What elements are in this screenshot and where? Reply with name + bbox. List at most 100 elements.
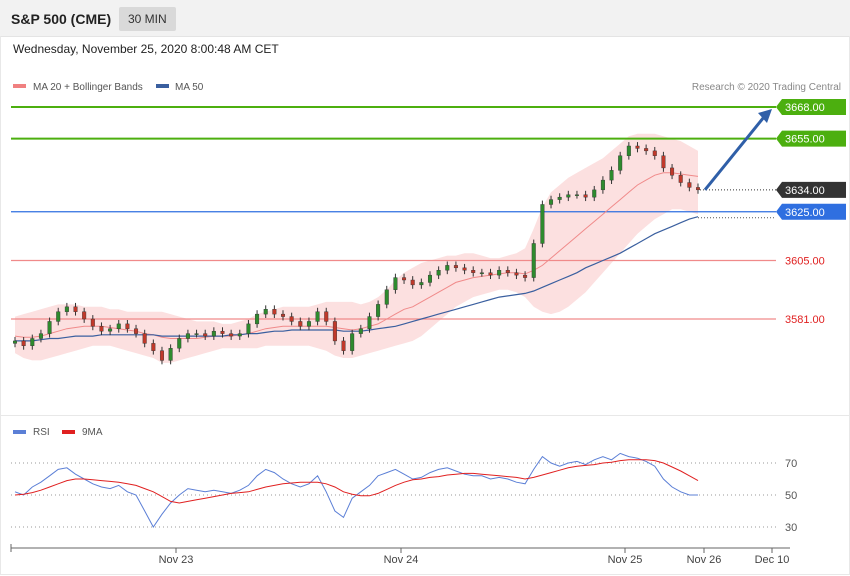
candle-body (505, 270, 510, 273)
timeframe-button[interactable]: 30 MIN (119, 7, 176, 31)
candle-body (427, 274, 432, 283)
candle-body (255, 313, 260, 325)
level-label: 3605.00 (785, 256, 825, 268)
candle-body (670, 167, 675, 176)
candle-body (306, 321, 311, 327)
candle-body (384, 289, 389, 305)
candle-body (557, 196, 562, 200)
candle-body (644, 148, 649, 152)
candle-body (531, 243, 536, 278)
candle-body (497, 270, 502, 276)
ma50-line (15, 216, 699, 342)
candle-body (73, 306, 78, 312)
candle-body (237, 333, 242, 337)
candle-body (445, 265, 450, 271)
candle-body (246, 323, 251, 334)
level-tag (776, 181, 846, 198)
candle-body (21, 340, 26, 347)
candle-body (410, 279, 415, 286)
candle-body (116, 323, 121, 329)
candle-body (168, 348, 173, 361)
bollinger-band (15, 133, 698, 363)
candle-body (419, 282, 424, 286)
candle-body (90, 318, 95, 327)
candle-body (64, 306, 69, 312)
ma20-line (14, 172, 699, 339)
candle-body (289, 316, 294, 322)
level-tag (776, 203, 846, 220)
candle-body (38, 333, 43, 339)
candle-body (635, 145, 640, 149)
level-label: 3625.00 (785, 207, 825, 219)
candle-body (574, 194, 579, 196)
candle-body (324, 311, 329, 322)
rsi-level-label: 50 (785, 490, 797, 502)
candle-body (453, 265, 458, 269)
chart-datetime: Wednesday, November 25, 2020 8:00:48 AM … (13, 42, 279, 56)
candle-body (652, 150, 657, 156)
candle-body (367, 316, 372, 329)
candle-body (592, 189, 597, 198)
candle-body (523, 274, 528, 278)
candle-body (108, 328, 113, 332)
candle-body (142, 333, 147, 344)
candle-body (159, 350, 164, 361)
candle-body (393, 277, 398, 290)
candle-body (203, 333, 208, 337)
ma20-legend-swatch (13, 84, 26, 88)
panel-divider (0, 415, 850, 416)
level-label: 3634.00 (785, 185, 825, 197)
candle-body (220, 330, 225, 334)
candle-body (281, 313, 286, 317)
level-label: 3655.00 (785, 134, 825, 146)
candle-body (358, 328, 363, 334)
candle-body (376, 304, 381, 317)
candle-body (185, 333, 190, 339)
candle-body (229, 333, 234, 337)
candle-body (609, 170, 614, 181)
candle-body (661, 155, 666, 169)
rsi-ma-line (14, 459, 699, 504)
candle-body (332, 321, 337, 342)
rsi-legend-label: RSI (33, 427, 50, 438)
candle-body (341, 340, 346, 351)
x-tick-label: Nov 25 (608, 554, 643, 566)
x-tick-label: Nov 24 (384, 554, 419, 566)
ma50-legend-swatch (156, 84, 169, 88)
candle-body (479, 272, 484, 274)
x-tick-label: Dec 10 (755, 554, 790, 566)
candle-body (436, 270, 441, 276)
candle-body (151, 343, 156, 351)
candle-body (514, 272, 519, 276)
candle-body (540, 204, 545, 244)
instrument-title: S&P 500 (CME) (11, 11, 112, 27)
level-tag (776, 130, 846, 147)
candle-body (56, 311, 61, 322)
rsi-level-label: 70 (785, 458, 797, 470)
candle-body (566, 194, 571, 198)
forecast-arrow-head (758, 109, 772, 123)
x-tick-label: Nov 26 (687, 554, 722, 566)
ma20-legend-label: MA 20 + Bollinger Bands (33, 82, 143, 93)
candle-body (12, 340, 17, 344)
candle-body (272, 309, 277, 315)
rsi-ma-legend-swatch (62, 430, 75, 434)
rsi-legend-swatch (13, 430, 26, 434)
rsi-level-label: 30 (785, 522, 797, 534)
candle-body (696, 187, 701, 191)
candle-body (626, 145, 631, 156)
level-tag (776, 99, 846, 115)
candle-body (462, 267, 467, 271)
x-tick-label: Nov 23 (159, 554, 194, 566)
candle-body (549, 199, 554, 205)
candle-body (194, 333, 199, 335)
candle-body (471, 270, 476, 273)
candle-body (350, 333, 355, 351)
candle-body (600, 179, 605, 191)
ma50-legend-label: MA 50 (175, 82, 204, 93)
candle-body (583, 194, 588, 198)
candle-body (82, 311, 87, 320)
candle-body (298, 321, 303, 327)
candle-body (678, 175, 683, 183)
